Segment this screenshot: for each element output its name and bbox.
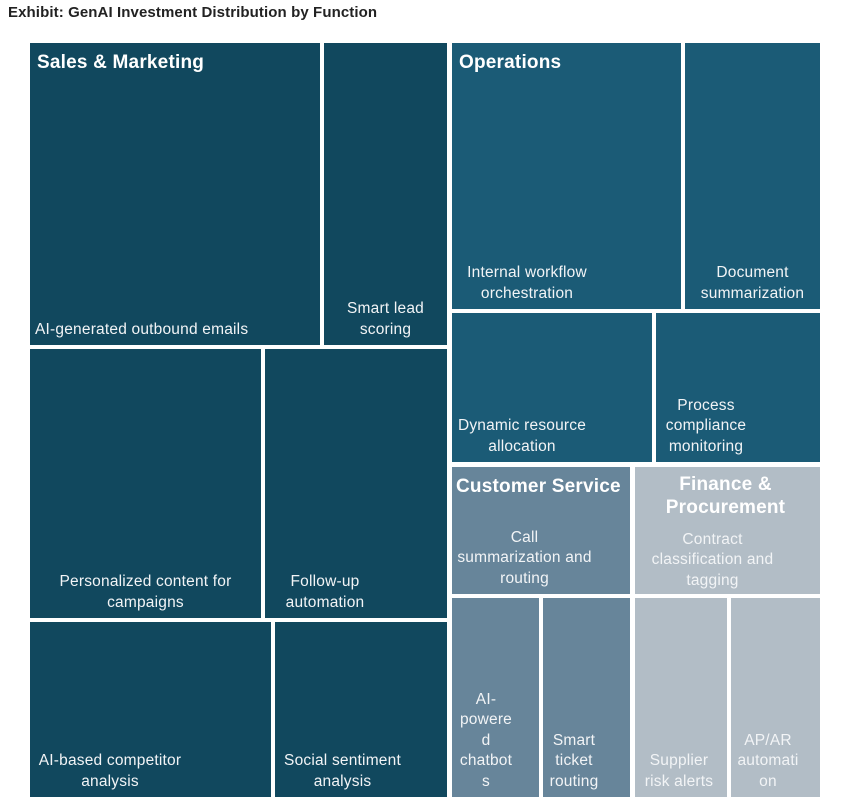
- section-header-finance-procurement: Finance & Procurement: [665, 474, 786, 519]
- treemap-cell-dynamic-resource-allocation[interactable]: Dynamic resource allocation: [452, 313, 652, 462]
- treemap-cell-ai-based-competitor-analysis[interactable]: AI-based competitor analysis: [30, 622, 271, 797]
- cell-label: Personalized content for campaigns: [59, 573, 232, 611]
- treemap-cell-contract-classification-and-tagging[interactable]: Finance & Procurement Contract classific…: [635, 467, 820, 594]
- cell-label: Document summarization: [700, 264, 805, 302]
- cell-label: Dynamic resource allocation: [457, 417, 587, 455]
- treemap-cell-process-compliance-monitoring[interactable]: Process compliance monitoring: [656, 313, 820, 462]
- cell-label: AP/AR automation: [737, 731, 799, 790]
- treemap: Sales & Marketing AI-generated outbound …: [30, 43, 820, 797]
- chart-title: Exhibit: GenAI Investment Distribution b…: [8, 4, 378, 21]
- treemap-cell-ai-powered-chatbots[interactable]: AI-powered chatbots: [452, 598, 539, 797]
- cell-label: Follow-up automation: [285, 573, 365, 611]
- section-header-customer-service: Customer Service: [456, 476, 621, 497]
- cell-label: Supplier risk alerts: [644, 752, 714, 790]
- cell-label: Contract classification and tagging: [651, 530, 774, 589]
- treemap-cell-follow-up-automation[interactable]: Follow-up automation: [265, 349, 447, 618]
- treemap-cell-smart-ticket-routing[interactable]: Smart ticket routing: [543, 598, 630, 797]
- treemap-cell-smart-lead-scoring[interactable]: Smart lead scoring: [324, 43, 447, 345]
- cell-label: Smart lead scoring: [347, 300, 424, 338]
- treemap-cell-personalized-content-for-campaigns[interactable]: Personalized content for campaigns: [30, 349, 261, 618]
- treemap-cell-call-summarization-and-routing[interactable]: Customer Service Call summarization and …: [452, 467, 630, 594]
- cell-label: AI-powered chatbots: [459, 690, 513, 790]
- treemap-cell-internal-workflow-orchestration[interactable]: Operations Internal workflow orchestrati…: [452, 43, 681, 309]
- cell-label: Process compliance monitoring: [665, 396, 747, 455]
- cell-label: Social sentiment analysis: [284, 752, 401, 790]
- treemap-cell-social-sentiment-analysis[interactable]: Social sentiment analysis: [275, 622, 447, 797]
- section-header-sales-marketing: Sales & Marketing: [37, 52, 205, 73]
- treemap-cell-document-summarization[interactable]: Document summarization: [685, 43, 820, 309]
- treemap-cell-ap-ar-automation[interactable]: AP/AR automation: [731, 598, 820, 797]
- cell-label: Internal workflow orchestration: [467, 264, 587, 302]
- treemap-cell-ai-generated-outbound-emails[interactable]: Sales & Marketing AI-generated outbound …: [30, 43, 320, 345]
- cell-label: AI-generated outbound emails: [35, 320, 249, 338]
- cell-label: Call summarization and routing: [457, 528, 592, 587]
- cell-label: Smart ticket routing: [549, 731, 599, 790]
- section-header-operations: Operations: [459, 52, 562, 73]
- treemap-cell-supplier-risk-alerts[interactable]: Supplier risk alerts: [635, 598, 727, 797]
- cell-label: AI-based competitor analysis: [38, 752, 182, 790]
